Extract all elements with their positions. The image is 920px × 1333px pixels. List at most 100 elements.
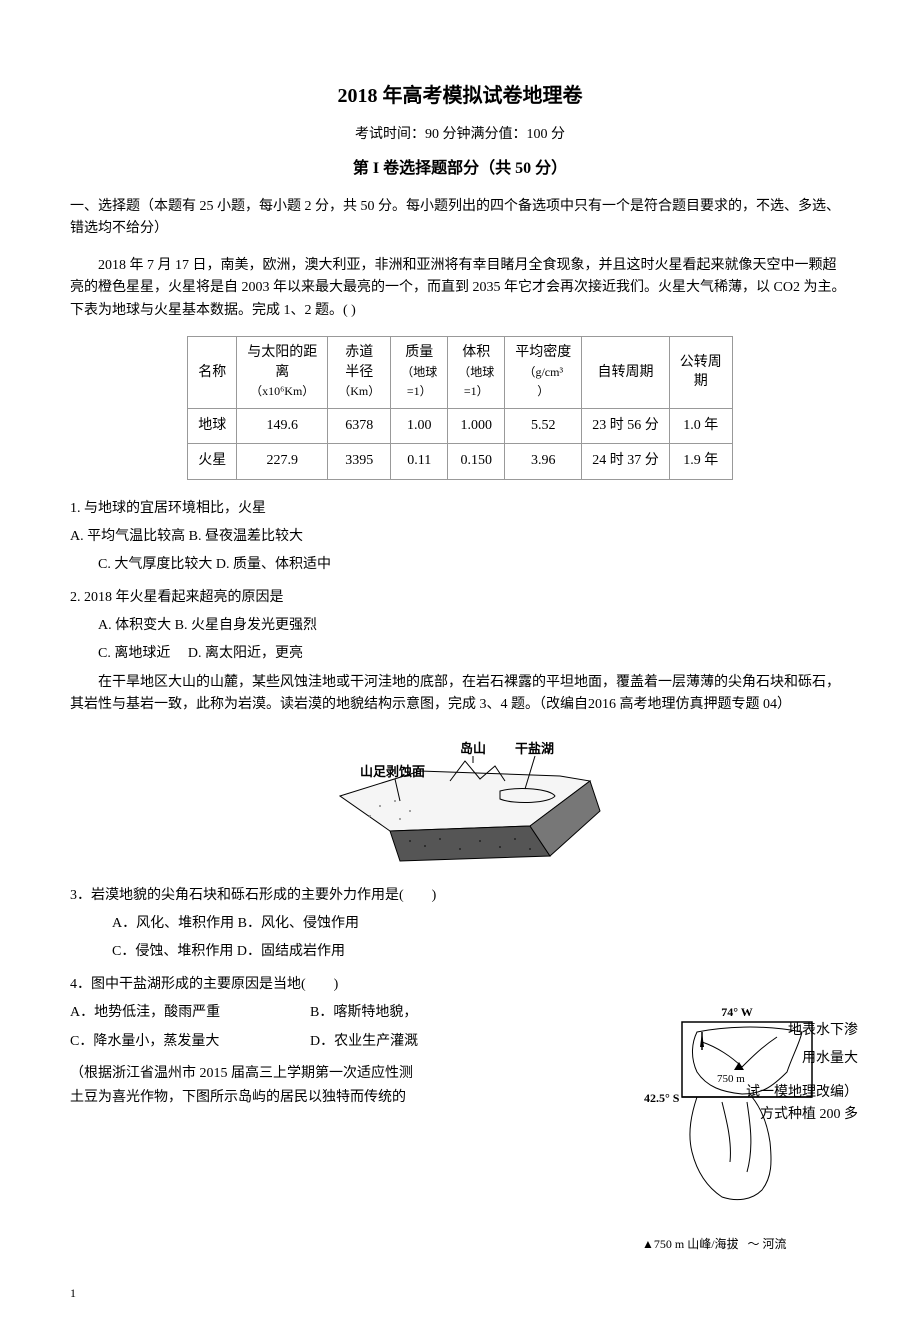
th-text: 赤道 (345, 345, 373, 360)
q1-option-ab: A. 平均气温比较高 B. 昼夜温差比较大 (70, 526, 850, 548)
cell: 3395 (328, 444, 391, 479)
option-text: A. 体积变大 (98, 618, 175, 633)
question-1-stem: 1. 与地球的宜居环境相比，火星 (70, 498, 850, 520)
question-2-stem: 2. 2018 年火星看起来超亮的原因是 (70, 587, 850, 609)
th-distance: 与太阳的距 离 （x10⁶Km） (237, 336, 328, 408)
option-text: C．降水量小，蒸发量大 (70, 1034, 219, 1049)
th-text: 半径 (345, 365, 373, 380)
label-shanzu: 山足剥蚀面 (360, 764, 425, 779)
cell: 1.00 (391, 408, 448, 443)
label-longitude: 74° W (721, 1005, 753, 1019)
cell: 5.52 (505, 408, 582, 443)
source-text: 土豆为喜光作物，下图所示岛屿的居民以独特而传统的 (70, 1090, 406, 1105)
option-text: D．农业生产灌溉 (310, 1034, 418, 1049)
source-right-1: 试一模地理改编） (746, 1082, 858, 1104)
th-text: 体积 (462, 345, 490, 360)
map-legend: ▲750 m 山峰/海拔 ～ 河流 (642, 1235, 842, 1254)
th-text: （地球 (458, 365, 494, 379)
th-volume: 体积 （地球 =1） (448, 336, 505, 408)
rock-desert-svg: 山足剥蚀面 岛山 干盐湖 (300, 731, 620, 871)
cell: 0.150 (448, 444, 505, 479)
table-row: 地球 149.6 6378 1.00 1.000 5.52 23 时 56 分 … (188, 408, 733, 443)
option-text: D. 质量、体积适中 (216, 557, 331, 572)
exam-info: 考试时间：90 分钟满分值：100 分 (70, 124, 850, 146)
q1-option-cd: C. 大气厚度比较大 D. 质量、体积适中 (98, 554, 850, 576)
label-ganyanhu: 干盐湖 (515, 741, 554, 756)
cell: 3.96 (505, 444, 582, 479)
table-row: 火星 227.9 3395 0.11 0.150 3.96 24 时 37 分 … (188, 444, 733, 479)
q4-wrap: 74° W 750 m 42.5° S ▲750 m 山峰/海拔 (70, 1002, 850, 1254)
page-number: 1 (70, 1284, 850, 1303)
option-text: C. 大气厚度比较大 (98, 557, 216, 572)
cell: 227.9 (237, 444, 328, 479)
cell: 火星 (188, 444, 237, 479)
option-text: D. 离太阳近，更亮 (188, 646, 303, 661)
source-right-2: 方式种植 200 多 (760, 1104, 858, 1126)
cell: 地球 (188, 408, 237, 443)
section-header: 第 I 卷选择题部分（共 50 分） (70, 156, 850, 182)
cell: 24 时 37 分 (582, 444, 670, 479)
label-daoshan: 岛山 (460, 741, 486, 756)
q2-option-ab: A. 体积变大 B. 火星自身发光更强烈 (98, 615, 850, 637)
source-text: （根据浙江省温州市 2015 届高三上学期第一次适应性测 (70, 1066, 413, 1081)
cell: 1.9 年 (669, 444, 732, 479)
data-table-planets: 名称 与太阳的距 离 （x10⁶Km） 赤道 半径 （Km） 质量 (187, 336, 733, 480)
cell: 23 时 56 分 (582, 408, 670, 443)
q4-b-right: 地表水下渗 (788, 1020, 858, 1042)
th-text: 名称 (198, 365, 226, 380)
th-text: （g/cm³ (523, 365, 563, 379)
th-text: （x10⁶Km） (250, 384, 314, 398)
th-text: （地球 (401, 365, 437, 379)
option-text: D．固结成岩作用 (237, 944, 345, 959)
passage-2: 在干旱地区大山的山麓，某些风蚀洼地或干河洼地的底部，在岩石裸露的平坦地面，覆盖着… (70, 672, 850, 717)
option-text: B. 昼夜温差比较大 (189, 529, 303, 544)
th-text: 自转周期 (598, 365, 654, 380)
option-text: B．喀斯特地貌， (310, 1005, 417, 1020)
th-text: 与太阳的距 (247, 345, 317, 360)
th-text: 公转周 (680, 355, 722, 370)
q3-option-cd: C．侵蚀、堆积作用 D．固结成岩作用 (112, 941, 850, 963)
th-text: 质量 (405, 345, 433, 360)
option-text: B. 火星自身发光更强烈 (175, 618, 317, 633)
question-3-stem: 3．岩漠地貌的尖角石块和砾石形成的主要外力作用是( ) (70, 885, 850, 907)
legend-peak: ▲750 m 山峰/海拔 (642, 1237, 739, 1251)
q4-option-row-ab: A．地势低洼，酸雨严重 B．喀斯特地貌， (70, 1002, 634, 1024)
th-text: =1） (407, 384, 432, 398)
passage-1: 2018 年 7 月 17 日，南美，欧洲，澳大利亚，非洲和亚洲将有幸目睹月全食… (70, 255, 850, 322)
q2-option-cd: C. 离地球近 D. 离太阳近，更亮 (98, 643, 850, 665)
th-revolution: 公转周 期 (669, 336, 732, 408)
option-text: C. 离地球近 (98, 646, 184, 661)
cell: 1.000 (448, 408, 505, 443)
th-text: 离 (275, 365, 289, 380)
option-text: C．侵蚀、堆积作用 (112, 944, 237, 959)
table-header-row: 名称 与太阳的距 离 （x10⁶Km） 赤道 半径 （Km） 质量 (188, 336, 733, 408)
page-title: 2018 年高考模拟试卷地理卷 (70, 80, 850, 112)
th-density: 平均密度 （g/cm³ ） (505, 336, 582, 408)
cell: 6378 (328, 408, 391, 443)
th-name: 名称 (188, 336, 237, 408)
figure-rock-desert: 山足剥蚀面 岛山 干盐湖 (70, 731, 850, 871)
th-text: 期 (694, 374, 708, 389)
th-mass: 质量 （地球 =1） (391, 336, 448, 408)
th-text: =1） (464, 384, 489, 398)
cell: 149.6 (237, 408, 328, 443)
th-text: 平均密度 (515, 345, 571, 360)
label-peak: 750 m (717, 1073, 745, 1085)
cell: 0.11 (391, 444, 448, 479)
th-text: ） (537, 384, 549, 398)
q4-option-row-cd: C．降水量小，蒸发量大 D．农业生产灌溉 (70, 1031, 634, 1053)
option-text: A．风化、堆积作用 (112, 916, 238, 931)
th-text: （Km） (338, 384, 380, 398)
th-rotation: 自转周期 (582, 336, 670, 408)
q4-d-right: 用水量大 (802, 1048, 858, 1070)
option-text: B．风化、侵蚀作用 (238, 916, 359, 931)
label-latitude: 42.5° S (644, 1091, 680, 1105)
legend-river: ～ 河流 (748, 1237, 787, 1251)
cell: 1.0 年 (669, 408, 732, 443)
question-4-stem: 4．图中干盐湖形成的主要原因是当地( ) (70, 974, 850, 996)
th-radius: 赤道 半径 （Km） (328, 336, 391, 408)
option-text: A．地势低洼，酸雨严重 (70, 1005, 220, 1020)
q3-option-ab: A．风化、堆积作用 B．风化、侵蚀作用 (112, 913, 850, 935)
option-text: A. 平均气温比较高 (70, 529, 189, 544)
instruction-text: 一、选择题（本题有 25 小题，每小题 2 分，共 50 分。每小题列出的四个备… (70, 196, 850, 241)
